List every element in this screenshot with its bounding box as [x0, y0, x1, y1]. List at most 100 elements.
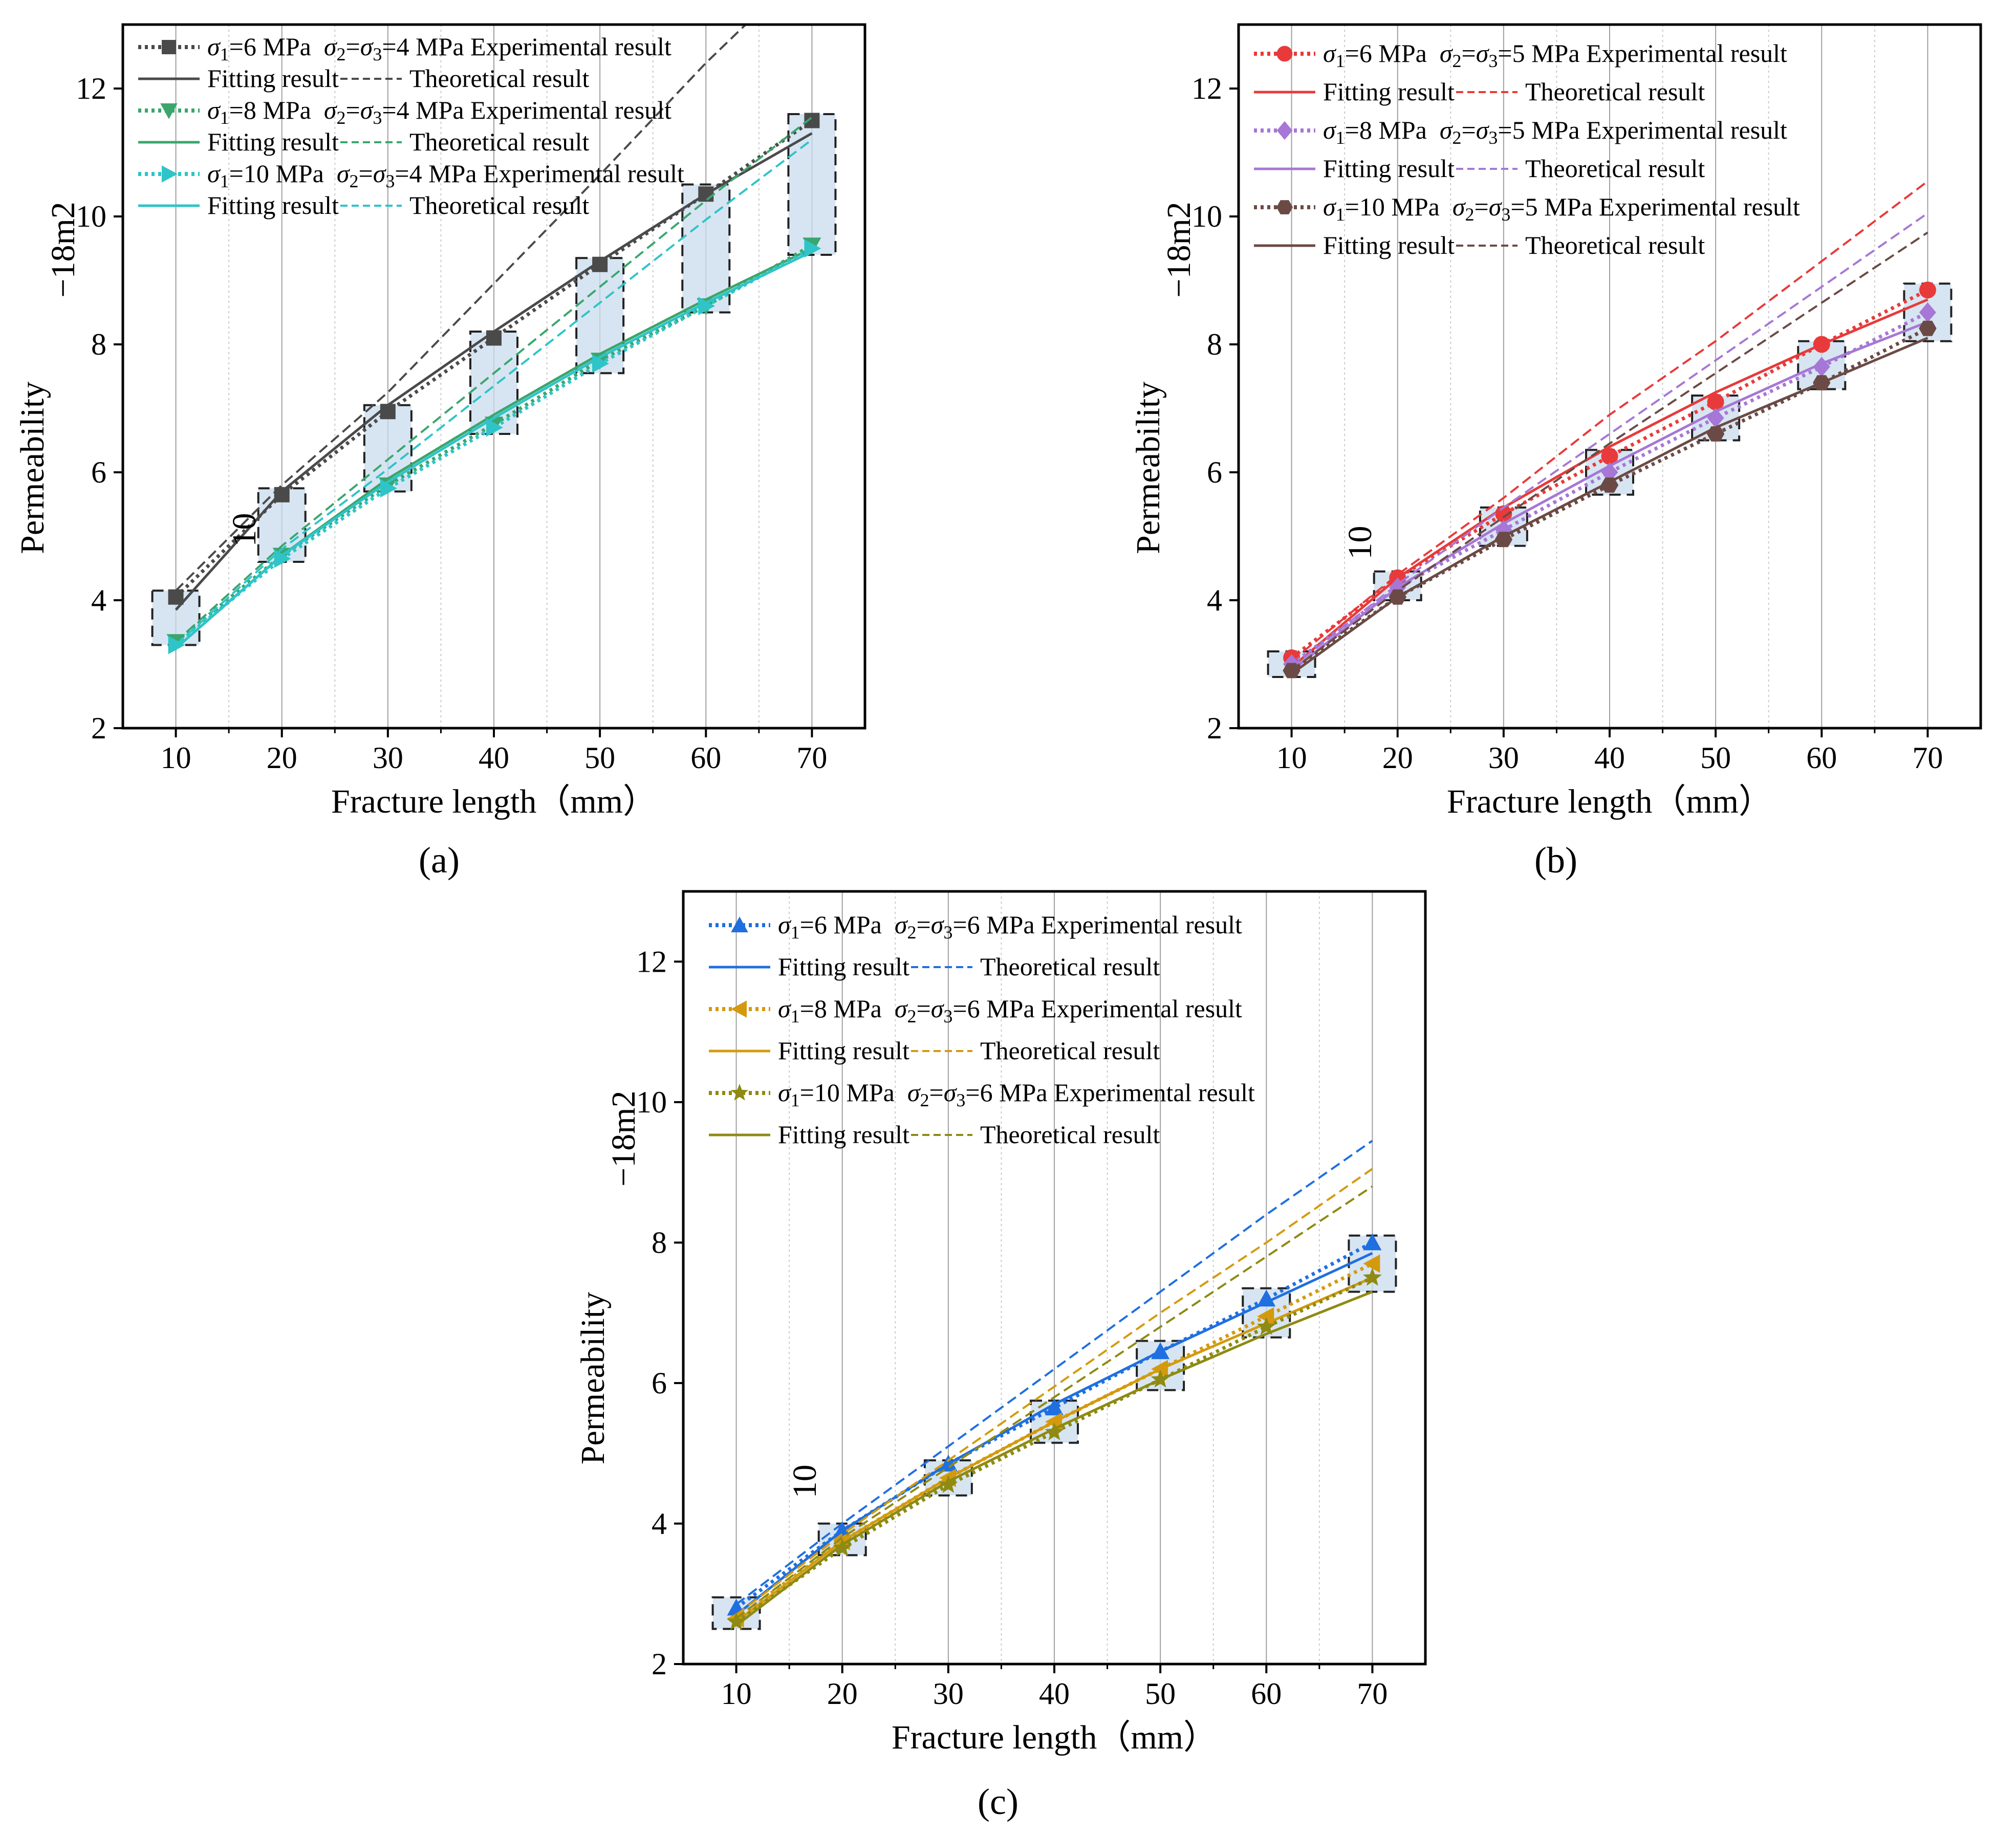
legend-sigma23: σ2=σ3=6 MPa: [895, 910, 1035, 943]
legend-marker: [731, 916, 748, 932]
legend-sigma1-part-2: =8 MPa: [1345, 116, 1427, 144]
legend-sigma23-part-3: σ: [373, 159, 387, 188]
legend-sigma23-part-0: σ: [324, 96, 338, 124]
experimental-point: [1151, 1342, 1170, 1360]
legend-fitting-label: Fitting result: [207, 127, 339, 156]
y-tick-label: 8: [652, 1226, 667, 1259]
x-tick-label: 40: [479, 741, 509, 775]
legend-sigma1-part-2: =10 MPa: [229, 159, 324, 188]
legend-sigma23-part-0: σ: [337, 159, 351, 188]
experimental-point: [592, 354, 610, 373]
legend-sigma23-part-2: =: [929, 1078, 944, 1107]
experimental-point: [1362, 1267, 1382, 1286]
legend-sigma23-part-0: σ: [1440, 39, 1454, 68]
legend-fitting-label: Fitting result: [1323, 231, 1455, 259]
legend-marker: [730, 1083, 749, 1101]
legend-theoretical-label: Theoretical result: [980, 1120, 1160, 1149]
legend-sigma1-part-0: σ: [778, 910, 792, 939]
legend-experimental-label: Experimental result: [1586, 39, 1787, 68]
legend-sigma23-part-1: 2: [920, 1090, 929, 1110]
y-axis-partial-label: 10: [1341, 526, 1379, 560]
x-tick-label: 20: [267, 741, 297, 775]
legend-sigma1: σ1=6 MPa: [207, 32, 311, 64]
legend-theoretical-label: Theoretical result: [1525, 154, 1705, 183]
legend-sigma23-part-2: =: [1462, 116, 1476, 144]
x-tick-label: 50: [1145, 1677, 1176, 1711]
experimental-point: [1919, 320, 1937, 336]
legend-sigma23-part-1: 2: [337, 44, 346, 64]
legend-sigma23-part-3: σ: [931, 910, 945, 939]
legend-theoretical-label: Theoretical result: [409, 127, 589, 156]
x-tick-label: 10: [721, 1677, 752, 1711]
experimental-point: [939, 1454, 958, 1472]
experimental-point: [698, 186, 714, 202]
theoretical-line: [735, 1185, 1373, 1620]
legend-sigma23-part-5: =6 MPa: [965, 1078, 1047, 1107]
legend-sigma1-part-1: 1: [791, 1006, 800, 1026]
x-tick-label: 60: [690, 741, 721, 775]
y-tick-label: 10: [1191, 200, 1222, 233]
experimental-point: [1813, 375, 1831, 390]
x-tick-label: 40: [1039, 1677, 1070, 1711]
theoretical-line: [735, 1168, 1373, 1616]
legend-fitting-label: Fitting result: [778, 952, 909, 981]
legend-sigma23-part-4: 3: [1501, 204, 1510, 225]
legend-sigma23-part-3: σ: [944, 1078, 958, 1107]
y-tick-label: 8: [91, 327, 106, 361]
x-axis-title: Fracture length（mm）: [892, 1719, 1217, 1756]
legend-sigma23-part-5: =4 MPa: [382, 32, 464, 61]
legend-theoretical-label: Theoretical result: [1525, 231, 1705, 259]
legend-theoretical-label: Theoretical result: [980, 952, 1160, 981]
experimental-point: [1707, 393, 1724, 410]
legend-experimental-label: Experimental result: [483, 159, 684, 188]
legend-sigma1: σ1=6 MPa: [1323, 39, 1427, 71]
experimental-point: [1151, 1369, 1170, 1388]
legend-sigma23-part-2: =: [346, 32, 360, 61]
x-tick-label: 10: [1276, 741, 1307, 775]
legend-sigma23-part-4: 3: [373, 44, 382, 64]
legend-sigma23-part-0: σ: [895, 994, 908, 1023]
legend-sigma23: σ2=σ3=4 MPa: [324, 32, 464, 64]
legend-sigma23-part-4: 3: [373, 107, 382, 128]
theoretical-line: [1291, 212, 1928, 668]
experimental-point: [1495, 505, 1512, 522]
legend-sigma23-part-5: =5 MPa: [1498, 39, 1579, 68]
legend-sigma1-part-1: 1: [1336, 51, 1345, 71]
legend-experimental-label: Experimental result: [1041, 994, 1242, 1023]
x-tick-label: 70: [1912, 741, 1943, 775]
y-axis-title: Permeability: [1130, 382, 1167, 554]
experimental-point: [380, 404, 396, 420]
experimental-point: [168, 589, 184, 605]
legend-experimental-label: Experimental result: [470, 96, 671, 124]
experimental-point: [486, 330, 502, 346]
y-tick-label: 6: [652, 1366, 667, 1400]
legend-theoretical-label: Theoretical result: [980, 1036, 1160, 1065]
experimental-point: [1045, 1398, 1064, 1415]
legend-sigma23-part-1: 2: [1453, 127, 1462, 148]
experimental-point: [939, 1475, 958, 1493]
y-tick-label: 4: [652, 1506, 667, 1540]
legend-sigma1: σ1=10 MPa: [207, 159, 324, 191]
legend-sigma1-part-1: 1: [791, 922, 800, 943]
legend-sigma1-part-1: 1: [1336, 204, 1345, 225]
legend-sigma23-part-5: =4 MPa: [395, 159, 476, 188]
legend-fitting-label: Fitting result: [207, 191, 339, 220]
theoretical-line: [1291, 180, 1928, 662]
legend-sigma23-part-2: =: [917, 994, 931, 1023]
experimental-point: [1494, 532, 1513, 548]
legend-marker: [162, 165, 178, 183]
experimental-point: [1601, 462, 1618, 483]
legend-sigma1: σ1=8 MPa: [1323, 116, 1427, 148]
legend-sigma1-part-0: σ: [778, 1078, 792, 1107]
y-axis-unit: −18m2: [605, 1090, 642, 1187]
legend-sigma23-part-4: 3: [1488, 51, 1498, 71]
y-tick-label: 12: [76, 72, 106, 105]
panel-label-a: (a): [419, 840, 460, 881]
experimental-point: [1813, 357, 1830, 377]
legend-sigma23: σ2=σ3=4 MPa: [337, 159, 477, 191]
legend-sigma1: σ1=6 MPa: [778, 910, 882, 943]
legend-sigma1-part-2: =10 MPa: [1345, 192, 1440, 221]
legend-sigma23-part-4: 3: [943, 1006, 952, 1026]
